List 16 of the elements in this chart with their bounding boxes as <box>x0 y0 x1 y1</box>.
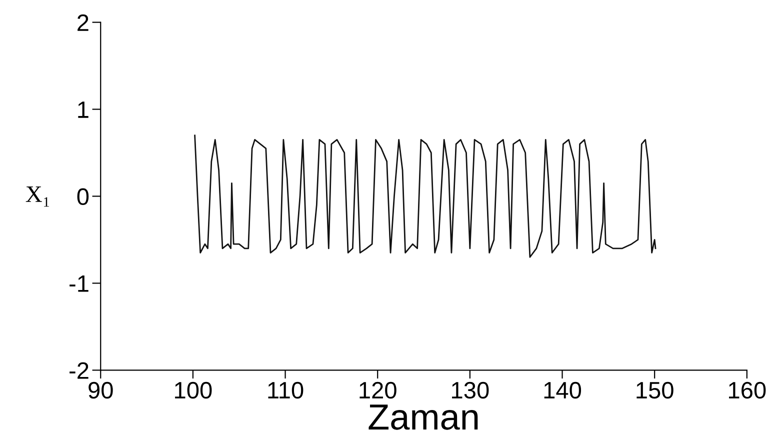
x-tick-label: 150 <box>636 382 674 399</box>
line-series <box>194 134 656 258</box>
x-tick-label: 120 <box>360 382 396 399</box>
x-tick-label: 130 <box>452 382 489 399</box>
x-axis-title: Zaman <box>368 404 478 430</box>
x-tick-label: 160 <box>729 382 766 399</box>
y-tick-label: 2 <box>78 14 88 31</box>
y-tick-label: 1 <box>78 102 88 118</box>
x-tick-label: 90 <box>88 382 113 399</box>
y-axis-title: X₁ <box>26 186 49 207</box>
y-tick-label: 0 <box>77 188 89 206</box>
x-tick-label: 100 <box>175 382 212 399</box>
x-tick-label: 140 <box>544 382 582 399</box>
y-tick-label: -1 <box>70 276 88 292</box>
x-tick-label: 110 <box>268 382 304 399</box>
y-tick-label: -2 <box>70 362 88 379</box>
